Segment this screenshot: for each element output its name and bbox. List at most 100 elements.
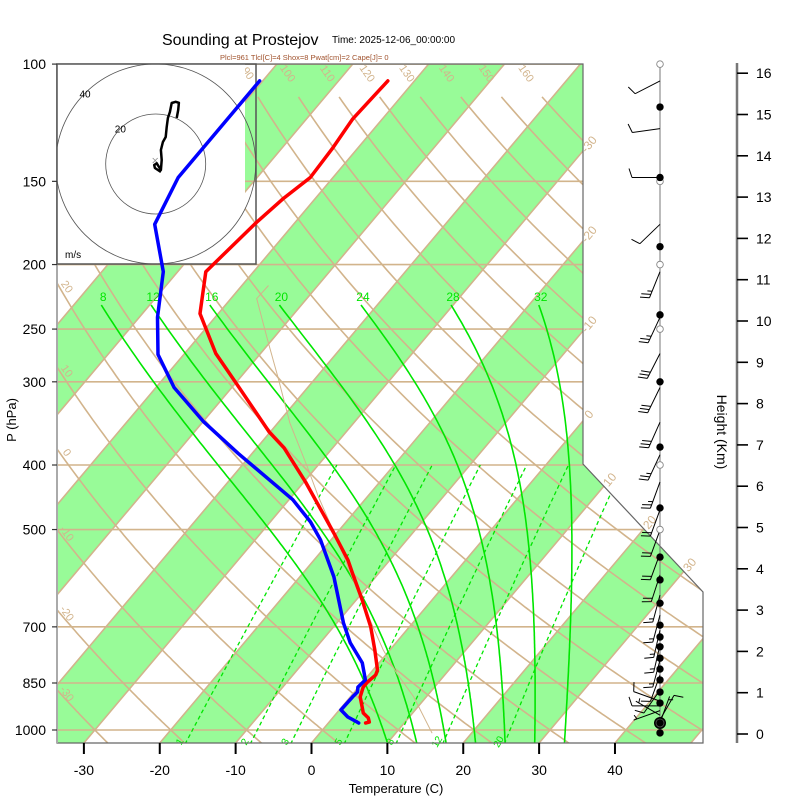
hodograph-ring xyxy=(105,113,207,215)
height-tick-label: 2 xyxy=(756,643,764,659)
wind-barb xyxy=(628,168,660,178)
moist-adiabat-label: 8 xyxy=(100,290,107,304)
moist-adiabat-line xyxy=(450,304,536,743)
moist-adiabat-label: 24 xyxy=(356,290,370,304)
height-tick-label: 15 xyxy=(756,107,772,123)
wind-level-marker xyxy=(656,378,664,386)
pressure-tick-label: 100 xyxy=(23,56,47,72)
temperature-tick-label: -10 xyxy=(226,762,246,778)
wind-barb xyxy=(635,698,661,716)
dry-adiabat-line xyxy=(57,96,110,743)
isotherm-label: 0 xyxy=(581,407,596,421)
height-tick-label: 4 xyxy=(756,561,764,577)
wind-barb xyxy=(639,421,661,449)
wind-barb xyxy=(627,80,661,95)
temperature-tick-label: -30 xyxy=(74,762,94,778)
pressure-tick-label: 250 xyxy=(23,321,47,337)
height-tick-label: 3 xyxy=(756,602,764,618)
hodograph-background xyxy=(57,64,245,264)
wind-barb xyxy=(640,529,661,557)
wind-barb xyxy=(643,659,661,689)
wind-level-marker xyxy=(656,103,664,111)
wind-barb xyxy=(638,387,661,414)
wind-level-marker xyxy=(656,173,664,182)
mandatory-level-marker xyxy=(656,325,664,333)
hodograph-frame xyxy=(56,63,257,265)
wind-level-marker xyxy=(656,621,664,629)
x-axis-title: Temperature (C) xyxy=(349,781,444,796)
isotherm-line xyxy=(462,64,703,743)
height-axis-title: Height (Km) xyxy=(714,395,730,470)
shaded-isotherm-band xyxy=(57,64,505,743)
mixing-ratio-label: 2 xyxy=(239,737,252,748)
pressure-tick-label: 850 xyxy=(23,675,47,691)
wind-barb xyxy=(637,353,661,379)
dry-adiabat-line xyxy=(338,96,703,743)
wind-level-marker xyxy=(656,633,664,641)
wind-barb xyxy=(643,614,661,644)
height-tick-label: 9 xyxy=(756,354,764,370)
surface-level-marker-ring xyxy=(655,718,665,728)
isotherm-line xyxy=(57,64,506,743)
height-tick-label: 1 xyxy=(756,685,764,701)
wind-barb xyxy=(640,509,661,537)
dry-adiabat-line xyxy=(57,96,341,743)
isotherm-line xyxy=(614,64,703,743)
moist-adiabat-line xyxy=(150,304,418,743)
hodograph-inset: m/s 20 40 xyxy=(56,63,257,265)
shaded-isotherm-band xyxy=(615,64,703,743)
dry-adiabat-line xyxy=(297,96,703,743)
stability-indices: Plcl=961 Tlcl[C]=4 Shox=8 Pwat[cm]=2 Cap… xyxy=(220,53,389,62)
wind-barb xyxy=(640,481,661,509)
pressure-tick-label: 1000 xyxy=(15,722,46,738)
temperature-tick-label: 20 xyxy=(455,762,471,778)
dry-adiabat-line xyxy=(257,96,703,743)
height-tick-label: 10 xyxy=(756,313,772,329)
wind-barb xyxy=(633,682,661,702)
pressure-tick-label: 300 xyxy=(23,374,47,390)
mixing-ratio-line xyxy=(503,464,625,743)
mandatory-level-marker xyxy=(656,461,664,469)
wind-level-marker xyxy=(656,443,664,451)
moist-adiabat-line xyxy=(360,304,506,743)
pressure-tick-label: 200 xyxy=(23,257,47,273)
mandatory-level-marker xyxy=(656,260,664,269)
dry-adiabat-label: -20 xyxy=(57,604,76,624)
dry-adiabat-line xyxy=(57,96,494,743)
dry-adiabat-label: 20 xyxy=(58,279,75,296)
wind-level-marker xyxy=(656,504,664,512)
mixing-ratio-line xyxy=(249,464,397,743)
mixing-ratio-label: 8 xyxy=(385,737,398,748)
temperature-tick-label: 30 xyxy=(531,762,547,778)
wind-barb-column xyxy=(627,60,684,737)
height-tick-label: 5 xyxy=(756,520,764,536)
pressure-tick-label: 150 xyxy=(23,173,47,189)
mandatory-level-marker xyxy=(656,525,664,534)
mixing-ratio-label: 12 xyxy=(430,734,445,750)
moist-adiabat-label: 12 xyxy=(146,290,160,304)
wind-level-marker xyxy=(656,311,664,319)
wind-barb xyxy=(638,317,661,344)
hodograph-trace xyxy=(152,100,181,174)
dry-adiabat-label: 120 xyxy=(357,63,377,85)
wind-barb xyxy=(643,594,661,624)
moist-adiabat-label: 20 xyxy=(275,290,289,304)
dry-adiabat-label: 10 xyxy=(58,363,75,380)
wind-level-marker xyxy=(656,699,664,707)
mixing-ratio-line xyxy=(395,464,528,743)
temperature-tick-label: 10 xyxy=(380,762,396,778)
wind-barb xyxy=(638,454,661,481)
pressure-tick-label: 700 xyxy=(23,619,47,635)
wind-barb xyxy=(631,223,661,245)
moist-adiabat-line xyxy=(278,304,477,743)
hodograph-ring-label: 20 xyxy=(115,125,127,136)
y-axis-title: P (hPa) xyxy=(4,398,19,442)
dry-adiabat-line xyxy=(57,96,418,743)
isotherm-line xyxy=(57,64,430,743)
mandatory-level-marker xyxy=(656,60,664,68)
height-tick-label: 14 xyxy=(756,148,772,164)
height-tick-label: 13 xyxy=(756,189,772,205)
dry-adiabat-line xyxy=(135,96,703,743)
dry-adiabat-line xyxy=(175,96,703,743)
